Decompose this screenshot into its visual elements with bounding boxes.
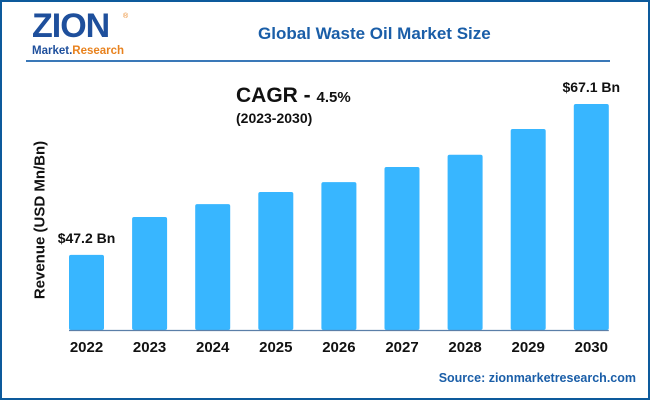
cagr-period: (2023-2030) bbox=[236, 110, 313, 126]
x-tick-2029: 2029 bbox=[512, 339, 545, 356]
bars-group bbox=[69, 103, 609, 330]
bar-2024 bbox=[195, 204, 231, 330]
bar-2025 bbox=[258, 191, 294, 330]
bar-2030 bbox=[573, 103, 609, 330]
header-divider bbox=[26, 60, 610, 62]
x-tick-2030: 2030 bbox=[575, 339, 608, 356]
logo-sub-market: Market bbox=[32, 45, 70, 57]
bar-2026 bbox=[321, 182, 357, 330]
bar-2022 bbox=[69, 254, 104, 330]
registered-mark: ® bbox=[123, 13, 129, 20]
cagr-annotation: CAGR - 4.5% bbox=[236, 84, 351, 108]
x-tick-2028: 2028 bbox=[448, 339, 481, 356]
bar-2028 bbox=[447, 154, 483, 330]
x-tick-2022: 2022 bbox=[70, 339, 103, 356]
source-credit: Source: zionmarketresearch.com bbox=[438, 371, 636, 385]
bar-2027 bbox=[384, 166, 420, 330]
cagr-value: 4.5% bbox=[316, 89, 351, 106]
bar-2023 bbox=[132, 216, 168, 330]
x-tick-2023: 2023 bbox=[133, 339, 166, 356]
x-tick-labels: 2022 2023 2024 2025 2026 2027 2028 2029 2030 bbox=[70, 339, 608, 356]
chart-title: Global Waste Oil Market Size bbox=[258, 24, 491, 43]
x-tick-2025: 2025 bbox=[259, 339, 292, 356]
x-tick-2026: 2026 bbox=[322, 339, 355, 356]
cagr-label: CAGR - bbox=[236, 84, 317, 107]
data-label-2030: $67.1 Bn bbox=[563, 79, 621, 95]
data-label-2022: $47.2 Bn bbox=[58, 230, 116, 246]
bar-2029 bbox=[510, 129, 546, 330]
logo-subtitle: Market.Research bbox=[32, 45, 125, 57]
logo-sub-research: Research bbox=[72, 45, 125, 57]
zion-logo: ZION ® Market.Research bbox=[30, 9, 130, 57]
logo-wordmark: ZION bbox=[32, 7, 110, 45]
data-labels: $47.2 Bn $67.1 Bn bbox=[58, 79, 620, 246]
x-tick-2027: 2027 bbox=[385, 339, 418, 356]
x-tick-2024: 2024 bbox=[196, 339, 230, 356]
